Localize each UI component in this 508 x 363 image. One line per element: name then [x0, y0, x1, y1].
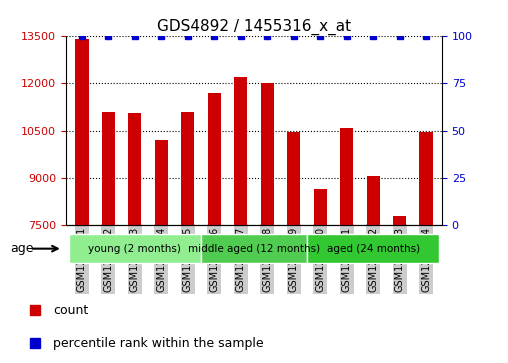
- FancyBboxPatch shape: [307, 234, 439, 264]
- Bar: [313, 189, 327, 225]
- Title: GDS4892 / 1455316_x_at: GDS4892 / 1455316_x_at: [157, 19, 351, 35]
- Bar: [234, 77, 247, 225]
- Bar: [420, 132, 433, 225]
- Text: percentile rank within the sample: percentile rank within the sample: [53, 337, 264, 350]
- Bar: [393, 216, 406, 225]
- Text: middle aged (12 months): middle aged (12 months): [188, 244, 320, 254]
- Bar: [340, 127, 353, 225]
- Text: aged (24 months): aged (24 months): [327, 244, 420, 254]
- Bar: [208, 93, 221, 225]
- Bar: [128, 113, 142, 225]
- Bar: [102, 112, 115, 225]
- FancyBboxPatch shape: [69, 234, 201, 264]
- Text: age: age: [10, 242, 34, 255]
- Bar: [287, 132, 300, 225]
- Text: count: count: [53, 304, 88, 317]
- Text: young (2 months): young (2 months): [88, 244, 181, 254]
- Bar: [155, 140, 168, 225]
- Bar: [75, 40, 88, 225]
- Bar: [261, 83, 274, 225]
- Bar: [181, 112, 195, 225]
- FancyBboxPatch shape: [201, 234, 307, 264]
- Bar: [366, 176, 380, 225]
